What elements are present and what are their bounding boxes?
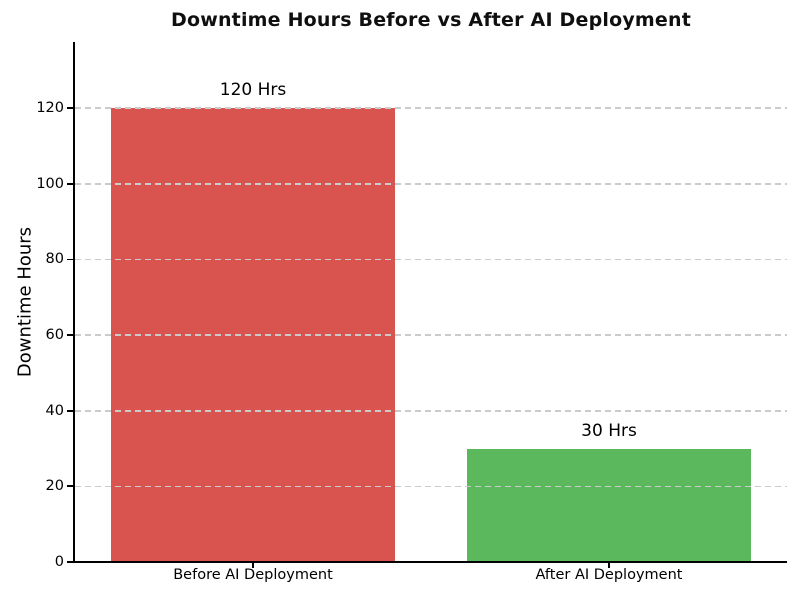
bar-value-label: 120 Hrs [219, 80, 287, 101]
y-tick-label: 120 [36, 100, 64, 117]
y-tick-label: 100 [36, 175, 64, 192]
x-tick-mark [252, 563, 254, 568]
y-tick-mark [67, 561, 73, 563]
y-tick-mark [67, 107, 73, 110]
y-tick-mark [67, 258, 73, 261]
gridline [75, 183, 787, 185]
y-tick-mark [67, 485, 73, 488]
y-tick-label: 80 [45, 251, 64, 268]
y-tick-label: 0 [54, 554, 64, 570]
gridline [75, 409, 787, 412]
gridline [75, 258, 787, 261]
y-axis-line [73, 42, 75, 563]
x-tick-mark [608, 563, 610, 568]
bar-after-ai-deployment [466, 448, 752, 562]
x-axis-line [73, 561, 787, 563]
y-tick-mark [67, 334, 73, 336]
gridline [75, 107, 787, 109]
gridline [75, 334, 787, 336]
plot-area: 120 Hrs 30 Hrs [75, 42, 787, 562]
gridline [75, 485, 787, 488]
x-tick-label-after-ai-deployment: After AI Deployment [535, 567, 683, 583]
bar-value-label: 30 Hrs [581, 420, 637, 441]
y-tick-label: 60 [45, 327, 64, 344]
y-tick-label: 20 [45, 478, 64, 495]
y-tick-mark [67, 409, 73, 412]
y-tick-label: 40 [45, 402, 64, 419]
chart-title: Downtime Hours Before vs After AI Deploy… [170, 9, 692, 31]
x-tick-label-before-ai-deployment: Before AI Deployment [173, 567, 333, 583]
y-tick-mark [67, 182, 73, 185]
